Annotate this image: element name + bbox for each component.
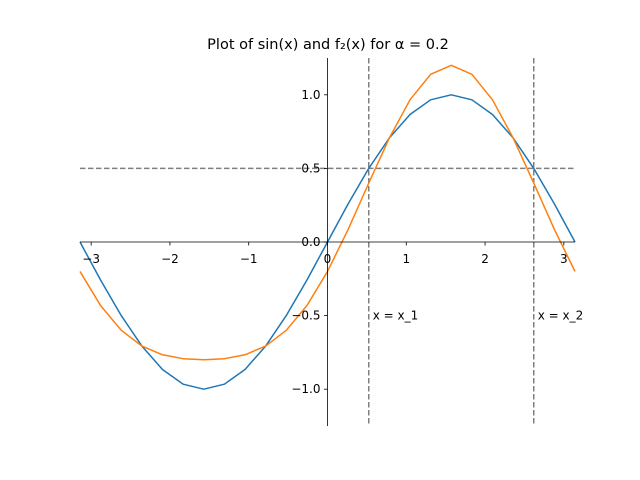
x-tick-label: 2: [481, 252, 489, 266]
ref-label: x = x_1: [373, 309, 419, 323]
y-tick-label: 1.0: [301, 88, 320, 102]
y-tick-label: 0.5: [301, 161, 320, 175]
y-tick-label: −1.0: [291, 382, 320, 396]
x-tick-label: 3: [560, 252, 568, 266]
y-tick-label: 0.0: [301, 235, 320, 249]
x-tick-label: 1: [402, 252, 410, 266]
x-tick-label: −3: [82, 252, 100, 266]
chart-title: Plot of sin(x) and f₂(x) for α = 0.2: [207, 37, 449, 53]
y-tick-label: −0.5: [291, 309, 320, 323]
x-tick-label: −2: [161, 252, 179, 266]
ref-label: x = x_2: [538, 309, 584, 323]
x-tick-label: −1: [240, 252, 258, 266]
x-tick-label: 0: [324, 252, 332, 266]
